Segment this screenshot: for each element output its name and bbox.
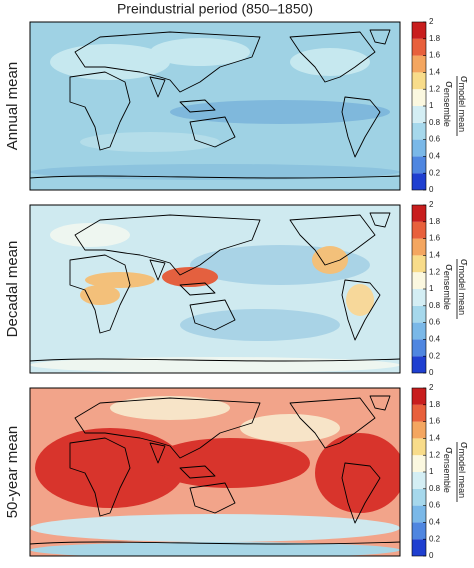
colorbar-band <box>412 305 426 323</box>
denominator-subscript: ensemble <box>442 454 452 493</box>
colorbar-tick-label: 1.6 <box>429 51 441 60</box>
colorbar-band <box>412 539 426 556</box>
colorbar-tick-label: 0.2 <box>429 534 441 543</box>
panel-label: Annual mean <box>4 62 21 150</box>
colorbar-band <box>412 72 426 90</box>
numerator-subscript: model mean <box>457 266 467 316</box>
colorbar-label-numerator: σmodel mean <box>457 76 470 132</box>
colorbar-band <box>412 289 426 306</box>
colorbar-band <box>412 272 426 289</box>
colorbar-tick-label: 1.8 <box>429 400 441 409</box>
colorbar-label-denominator: σensemble <box>442 264 455 310</box>
colorbar-band <box>412 455 426 472</box>
colorbar-tick-label: 1 <box>429 101 434 110</box>
colorbar-tick-label: 0.8 <box>429 118 441 127</box>
colorbar-tick-label: 1.2 <box>429 84 441 93</box>
colorbar-band <box>412 173 426 190</box>
panel-label: Decadal mean <box>4 241 21 338</box>
colorbar-band <box>412 505 426 523</box>
colorbar-band <box>412 356 426 373</box>
panel-label: 50-year mean <box>4 426 21 519</box>
colorbar-band <box>412 221 426 239</box>
colorbar-tick-label: 0.2 <box>429 351 441 360</box>
colorbar-tick-label: 0 <box>429 368 434 377</box>
colorbar-band <box>412 22 426 39</box>
numerator-subscript: model mean <box>457 449 467 499</box>
colorbar-band <box>412 106 426 123</box>
colorbar-tick-label: 1.4 <box>429 251 441 260</box>
colorbar-tick-label: 2 <box>429 200 434 209</box>
colorbar-tick-label: 1 <box>429 467 434 476</box>
colorbar-band <box>412 122 426 140</box>
numerator-symbol: σ <box>458 259 470 266</box>
colorbar-band <box>412 38 426 56</box>
colorbar-tick-label: 0.4 <box>429 518 441 527</box>
colorbar-tick-label: 1.6 <box>429 234 441 243</box>
colorbar-label-numerator: σmodel mean <box>457 442 470 498</box>
denominator-subscript: ensemble <box>442 271 452 310</box>
map-50-year <box>29 387 401 557</box>
denominator-subscript: ensemble <box>442 88 452 127</box>
figure-title: Preindustrial period (850–1850) <box>117 1 313 17</box>
colorbar-tick-label: 0.2 <box>429 168 441 177</box>
denominator-symbol: σ <box>443 264 455 271</box>
colorbar-tick-label: 2 <box>429 383 434 392</box>
colorbar-band <box>412 139 426 157</box>
colorbar-band <box>412 55 426 73</box>
colorbar-tick-label: 1.8 <box>429 217 441 226</box>
denominator-symbol: σ <box>443 447 455 454</box>
colorbar-band <box>412 488 426 506</box>
colorbar-band <box>412 522 426 540</box>
colorbar-tick-label: 1.2 <box>429 450 441 459</box>
map-annual <box>29 21 401 191</box>
colorbar-band <box>412 238 426 256</box>
colorbar-tick-label: 0.6 <box>429 135 441 144</box>
colorbar-tick-label: 1.2 <box>429 267 441 276</box>
colorbar-band <box>412 339 426 357</box>
colorbar-band <box>412 89 426 106</box>
colorbar-band <box>412 438 426 456</box>
colorbar-tick-label: 2 <box>429 17 434 26</box>
colorbar-tick-label: 0 <box>429 551 434 560</box>
colorbar-band <box>412 421 426 439</box>
colorbar-label-denominator: σensemble <box>442 81 455 127</box>
colorbar-tick-label: 0.4 <box>429 335 441 344</box>
colorbar-tick-label: 1.4 <box>429 68 441 77</box>
colorbar-label-denominator: σensemble <box>442 447 455 493</box>
numerator-symbol: σ <box>458 76 470 83</box>
colorbar-tick-label: 0.8 <box>429 301 441 310</box>
colorbar-tick-label: 0.4 <box>429 152 441 161</box>
colorbar-tick-label: 0.6 <box>429 501 441 510</box>
colorbar-tick-label: 1 <box>429 284 434 293</box>
colorbar-tick-label: 0.8 <box>429 484 441 493</box>
colorbar-tick-label: 1.4 <box>429 434 441 443</box>
map-decadal <box>29 204 401 374</box>
colorbar-band <box>412 388 426 405</box>
colorbar-band <box>412 255 426 273</box>
colorbar-tick-label: 0.6 <box>429 318 441 327</box>
colorbar-tick-label: 1.8 <box>429 34 441 43</box>
colorbar-band <box>412 156 426 174</box>
colorbar-band <box>412 205 426 222</box>
colorbar-band <box>412 404 426 422</box>
denominator-symbol: σ <box>443 81 455 88</box>
colorbar-tick-label: 1.6 <box>429 417 441 426</box>
numerator-symbol: σ <box>458 442 470 449</box>
colorbar-label-numerator: σmodel mean <box>457 259 470 315</box>
numerator-subscript: model mean <box>457 83 467 133</box>
colorbar-band <box>412 472 426 489</box>
colorbar-band <box>412 322 426 340</box>
colorbar-tick-label: 0 <box>429 185 434 194</box>
